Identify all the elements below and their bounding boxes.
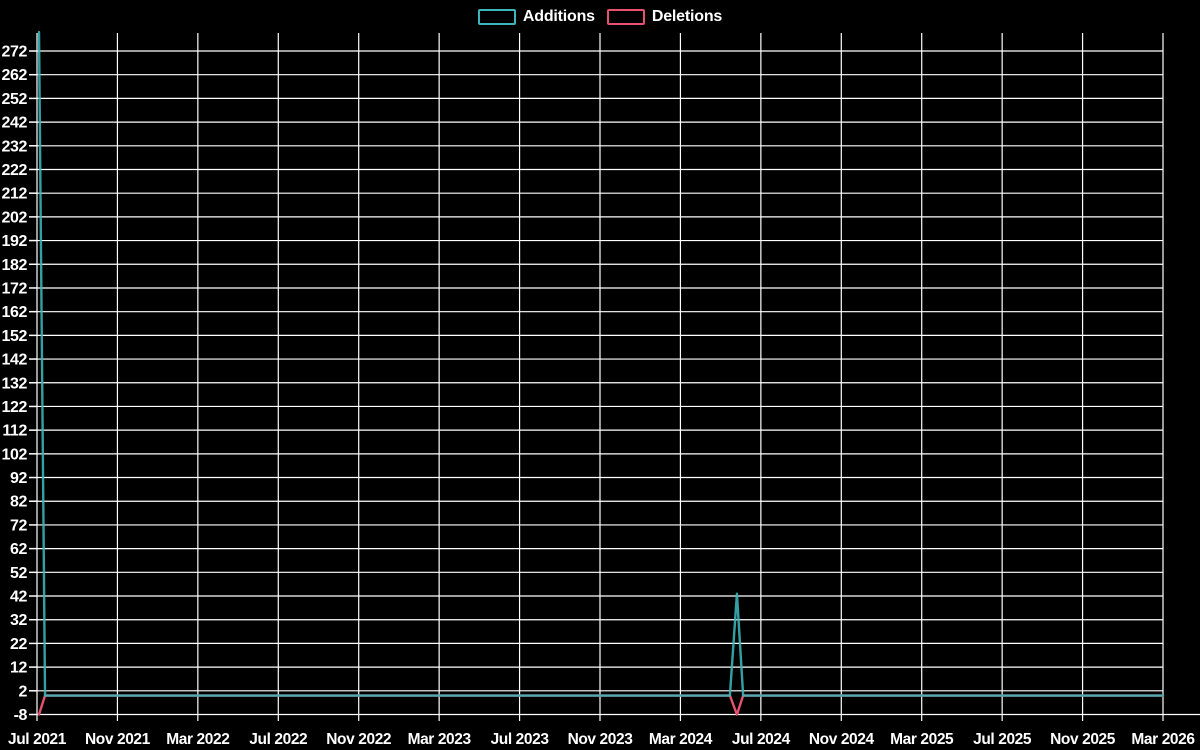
x-tick-label: Mar 2023 bbox=[408, 731, 472, 748]
y-tick-label: 192 bbox=[2, 233, 28, 250]
y-tick-label: 92 bbox=[10, 470, 27, 487]
y-tick-label: 132 bbox=[2, 375, 28, 392]
x-tick-label: Mar 2024 bbox=[649, 731, 713, 748]
y-tick-label: 242 bbox=[2, 115, 28, 132]
legend-item-additions[interactable]: Additions bbox=[477, 8, 595, 26]
y-tick-label: 222 bbox=[2, 162, 28, 179]
deletions-legend-label: Deletions bbox=[651, 8, 723, 25]
y-tick-label: 22 bbox=[10, 636, 27, 653]
y-tick-label: 112 bbox=[2, 423, 27, 440]
y-tick-label: 232 bbox=[2, 138, 28, 155]
y-tick-label: 52 bbox=[10, 565, 27, 582]
y-tick-label: 172 bbox=[2, 280, 28, 297]
x-tick-label: Mar 2022 bbox=[166, 731, 229, 748]
x-tick-label: Mar 2026 bbox=[1131, 731, 1195, 748]
y-tick-label: 182 bbox=[2, 257, 28, 274]
chart-legend: Additions Deletions bbox=[0, 8, 1200, 26]
x-tick-label: Nov 2023 bbox=[568, 731, 634, 748]
x-tick-label: Jul 2024 bbox=[732, 731, 791, 748]
x-tick-label: Jul 2023 bbox=[491, 731, 550, 748]
y-tick-label: 2 bbox=[19, 683, 28, 700]
y-tick-label: 252 bbox=[2, 91, 28, 108]
y-tick-label: -8 bbox=[14, 707, 28, 724]
x-tick-label: Jul 2022 bbox=[249, 731, 307, 748]
y-tick-label: 32 bbox=[10, 612, 27, 629]
y-tick-label: 142 bbox=[2, 352, 28, 369]
y-tick-label: 42 bbox=[10, 589, 27, 606]
x-tick-label: Jul 2021 bbox=[8, 731, 67, 748]
y-tick-label: 272 bbox=[2, 44, 28, 61]
y-tick-label: 102 bbox=[2, 446, 28, 463]
x-tick-label: Nov 2022 bbox=[326, 731, 391, 748]
y-tick-label: 202 bbox=[2, 209, 28, 226]
y-tick-label: 152 bbox=[2, 328, 28, 345]
x-tick-label: Mar 2025 bbox=[890, 731, 954, 748]
deletions-line bbox=[37, 694, 1165, 716]
y-tick-label: 62 bbox=[10, 541, 27, 558]
y-tick-label: 262 bbox=[2, 67, 28, 84]
x-tick-label: Nov 2024 bbox=[809, 731, 875, 748]
legend-item-deletions[interactable]: Deletions bbox=[606, 8, 723, 26]
deletions-swatch-icon bbox=[606, 9, 645, 25]
additions-swatch-icon bbox=[477, 9, 516, 25]
y-tick-label: 72 bbox=[10, 517, 27, 534]
y-tick-label: 122 bbox=[2, 399, 28, 416]
x-tick-label: Jul 2025 bbox=[973, 731, 1032, 748]
y-tick-label: 82 bbox=[10, 494, 27, 511]
y-tick-label: 162 bbox=[2, 304, 28, 321]
x-tick-label: Nov 2021 bbox=[85, 731, 151, 748]
y-tick-label: 212 bbox=[2, 186, 28, 203]
additions-legend-label: Additions bbox=[522, 8, 595, 25]
x-tick-label: Nov 2025 bbox=[1050, 731, 1116, 748]
y-tick-label: 12 bbox=[10, 660, 27, 677]
additions-line bbox=[37, 30, 1165, 697]
